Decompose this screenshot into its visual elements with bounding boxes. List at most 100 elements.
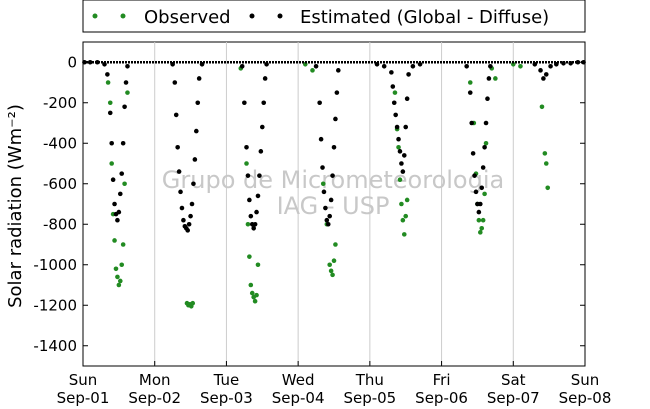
estimated-point bbox=[400, 169, 406, 174]
estimated-point bbox=[483, 120, 489, 126]
estimated-point bbox=[336, 68, 341, 73]
estimated-point bbox=[325, 221, 331, 227]
estimated-point bbox=[397, 149, 403, 154]
estimated-point bbox=[391, 100, 397, 106]
estimated-point bbox=[115, 217, 120, 223]
observed-point bbox=[115, 274, 120, 280]
x-tick-label-day: Tue bbox=[213, 371, 240, 389]
estimated-point bbox=[538, 68, 543, 73]
observed-point bbox=[255, 262, 261, 268]
estimated-point bbox=[318, 136, 324, 142]
x-tick-label-day: Sun bbox=[69, 371, 98, 389]
y-tick-label: -1200 bbox=[33, 296, 77, 314]
observed-point bbox=[400, 217, 406, 223]
legend-box bbox=[82, 0, 586, 33]
estimated-point bbox=[406, 72, 411, 77]
estimated-point bbox=[334, 90, 340, 95]
estimated-point bbox=[181, 217, 186, 223]
observed-point bbox=[119, 262, 125, 268]
observed-point bbox=[125, 90, 130, 95]
observed-point bbox=[477, 230, 483, 235]
estimated-point bbox=[189, 201, 195, 207]
x-tick-label-date: Sep-02 bbox=[128, 389, 181, 407]
estimated-point bbox=[541, 76, 546, 81]
estimated-point bbox=[320, 165, 325, 170]
estimated-point bbox=[192, 157, 198, 162]
observed-point bbox=[482, 191, 487, 197]
x-tick-label-date: Sep-06 bbox=[415, 389, 468, 407]
estimated-point bbox=[261, 100, 267, 106]
estimated-point bbox=[195, 100, 201, 106]
y-tick-label: -400 bbox=[43, 134, 77, 152]
estimated-point bbox=[112, 201, 117, 207]
estimated-point bbox=[185, 228, 191, 233]
estimated-point bbox=[247, 197, 252, 203]
observed-point bbox=[392, 90, 398, 95]
estimated-point bbox=[123, 80, 129, 85]
estimated-point bbox=[381, 64, 387, 69]
x-tick-label-day: Mon bbox=[139, 371, 171, 389]
observed-point bbox=[327, 262, 332, 268]
y-axis: 0 -200 -400 -600 -800 -1000 -1200 -1400 bbox=[33, 53, 585, 355]
estimated-point bbox=[179, 205, 185, 211]
estimated-point bbox=[331, 145, 337, 150]
estimated-point bbox=[479, 185, 485, 191]
observed-point bbox=[518, 64, 523, 69]
estimated-point bbox=[116, 209, 122, 215]
estimated-point bbox=[120, 140, 126, 146]
legend: Observed Estimated (Global - Diffuse) bbox=[82, 0, 586, 33]
observed-point bbox=[252, 298, 258, 304]
observed-point bbox=[333, 242, 338, 247]
estimated-point bbox=[186, 221, 192, 227]
x-tick-label-date: Sep-04 bbox=[272, 389, 325, 407]
legend-observed-marker bbox=[92, 13, 98, 19]
x-tick-label-day: Thu bbox=[355, 371, 384, 389]
estimated-point bbox=[125, 64, 130, 69]
observed-point bbox=[120, 242, 126, 247]
estimated-point bbox=[482, 145, 487, 150]
estimated-point bbox=[390, 84, 396, 89]
estimated-point bbox=[172, 80, 178, 85]
estimated-point bbox=[401, 153, 407, 158]
x-tick-label-day: Sun bbox=[571, 371, 600, 389]
observed-point bbox=[249, 290, 255, 296]
estimated-point bbox=[417, 61, 423, 67]
observed-point bbox=[480, 217, 486, 223]
estimated-point bbox=[477, 201, 483, 207]
y-axis-label: Solar radiation (Wm⁻²) bbox=[5, 104, 26, 308]
data-points bbox=[82, 59, 586, 309]
estimated-point bbox=[480, 165, 486, 170]
observed-point bbox=[105, 80, 111, 85]
estimated-point bbox=[178, 189, 183, 195]
x-tick-label-day: Fri bbox=[433, 371, 451, 389]
estimated-point bbox=[472, 173, 477, 178]
estimated-point bbox=[403, 124, 409, 130]
estimated-point bbox=[485, 96, 490, 101]
estimated-point bbox=[248, 213, 254, 219]
legend-estimated-marker bbox=[249, 13, 255, 19]
observed-point bbox=[331, 258, 337, 264]
estimated-point bbox=[467, 90, 473, 95]
estimated-point bbox=[327, 213, 332, 219]
estimated-point bbox=[175, 145, 180, 150]
y-tick-label: -800 bbox=[43, 215, 77, 233]
estimated-point bbox=[328, 197, 334, 203]
legend-observed-label: Observed bbox=[144, 7, 231, 28]
observed-point bbox=[542, 151, 548, 156]
estimated-point bbox=[107, 110, 113, 116]
estimated-point bbox=[404, 96, 410, 101]
estimated-point bbox=[399, 161, 404, 166]
estimated-point bbox=[543, 72, 549, 77]
estimated-point bbox=[252, 221, 258, 227]
x-tick-label-date: Sep-05 bbox=[343, 389, 396, 407]
x-tick-label-date: Sep-03 bbox=[200, 389, 253, 407]
estimated-point bbox=[317, 100, 322, 106]
estimated-point bbox=[394, 124, 400, 130]
estimated-point bbox=[476, 209, 482, 215]
estimated-point bbox=[239, 64, 245, 69]
estimated-point bbox=[330, 173, 335, 178]
observed-point bbox=[248, 282, 254, 288]
estimated-point bbox=[254, 209, 259, 215]
estimated-point bbox=[257, 173, 262, 178]
observed-point bbox=[247, 254, 252, 259]
